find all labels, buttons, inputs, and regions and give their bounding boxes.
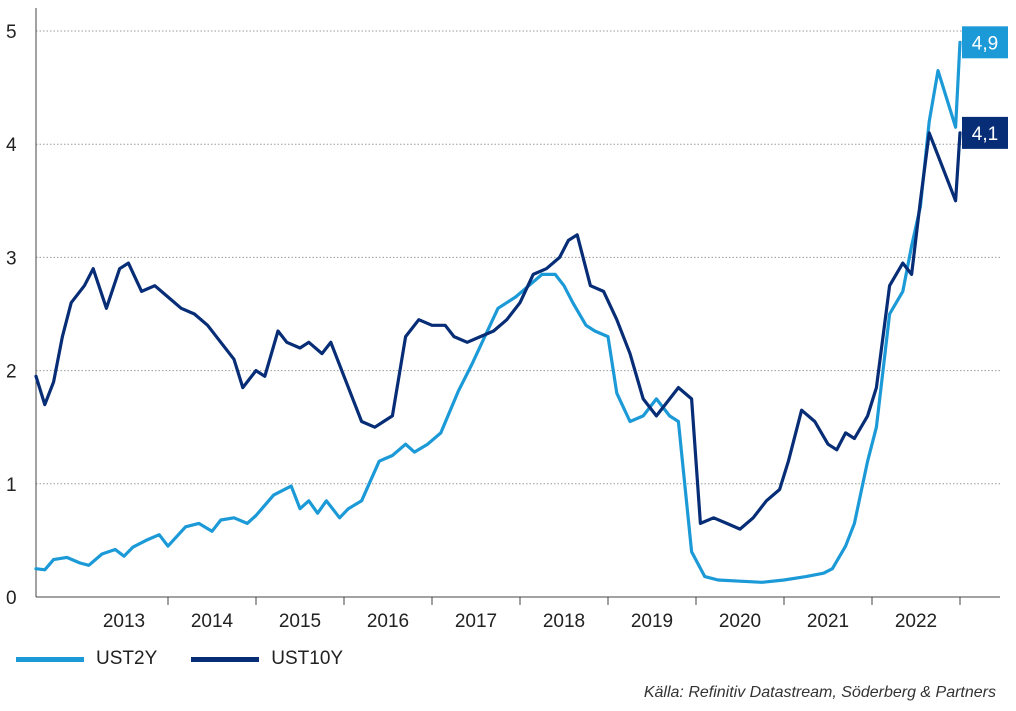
gridlines [36,30,1000,485]
y-tick-label: 4 [6,135,17,156]
x-tick-label: 2018 [543,611,585,632]
x-tick-label: 2013 [103,611,145,632]
legend-swatch-ust10y [191,656,260,662]
x-tick-label: 2019 [631,611,673,632]
series-lines [34,40,962,584]
y-tick-label: 5 [6,22,17,43]
source-note: Källa: Refinitiv Datastream, Söderberg &… [643,684,996,701]
end-label-box-ust2y [962,26,1008,59]
legend-label-ust2y: UST2Y [96,648,158,669]
y-tick-label: 1 [6,475,17,496]
x-tick-label: 2017 [455,611,497,632]
x-tick-label: 2014 [191,611,234,632]
x-tick-label: 2016 [367,611,409,632]
series-line-ust10y [34,131,962,531]
legend: UST2Y UST10Y [16,648,377,670]
end-labels: 4,9 4,1 [962,26,1008,149]
legend-item-ust2y: UST2Y [16,648,157,670]
x-tick-label: 2020 [719,611,761,632]
y-axis-ticks: 0 1 2 3 4 5 [6,22,17,609]
end-label-ust10y: 4,1 [972,124,998,145]
y-tick-label: 2 [6,362,17,383]
end-label-box-ust10y [962,116,1008,149]
y-tick-label: 0 [6,588,17,609]
series-line-ust2y [34,40,962,584]
legend-item-ust10y: UST10Y [191,648,343,670]
legend-swatch-ust2y [16,656,84,662]
axes [35,8,1000,598]
legend-label-ust10y: UST10Y [271,648,344,669]
x-tick-label: 2021 [807,611,849,632]
x-tick-label: 2022 [895,611,937,632]
x-tick-label: 2015 [279,611,321,632]
y-tick-label: 3 [6,248,17,269]
x-axis-ticks: 2013 2014 2015 2016 2017 2018 2019 2020 2021 2022 [103,597,961,632]
end-label-ust2y: 4,9 [972,33,998,54]
